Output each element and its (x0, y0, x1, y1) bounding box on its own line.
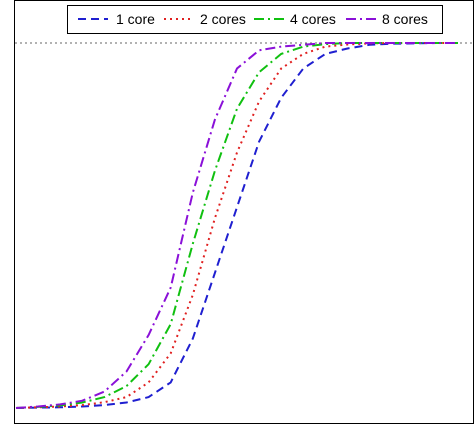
legend-item-4-cores: 4 cores (254, 11, 336, 27)
legend-label-2-cores: 2 cores (200, 11, 246, 27)
legend-label-8-cores: 8 cores (382, 11, 428, 27)
plot-frame (14, 0, 474, 424)
series-layer (15, 42, 458, 409)
legend-item-8-cores: 8 cores (346, 11, 428, 27)
series-line-2-cores (15, 42, 458, 409)
legend-label-4-cores: 4 cores (290, 11, 336, 27)
series-line-1-core (15, 42, 458, 409)
series-line-8-cores (15, 42, 458, 409)
legend-label-1-core: 1 core (116, 11, 155, 27)
legend-item-1-core: 1 core (78, 11, 155, 27)
legend-item-2-cores: 2 cores (164, 11, 246, 27)
series-line-4-cores (15, 42, 458, 409)
legend: 1 core 2 cores 4 cores 8 cores (67, 5, 443, 34)
